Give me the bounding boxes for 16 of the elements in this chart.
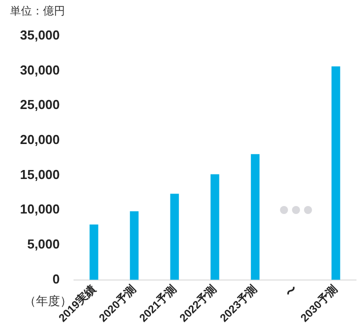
x-tick-label: 〜 bbox=[284, 283, 300, 300]
y-axis-title: 単位：億円 bbox=[10, 4, 65, 18]
bar bbox=[250, 154, 260, 280]
y-tick-label: 10,000 bbox=[20, 202, 60, 217]
y-tick-label: 0 bbox=[52, 271, 60, 286]
y-tick-label: 20,000 bbox=[20, 132, 60, 148]
y-tick-label: 15,000 bbox=[20, 166, 60, 182]
y-tick-label: 35,000 bbox=[20, 28, 60, 43]
bar bbox=[210, 174, 220, 280]
bar bbox=[170, 194, 179, 280]
y-tick-label: 25,000 bbox=[20, 97, 60, 112]
bar bbox=[130, 211, 139, 280]
bar bbox=[332, 66, 340, 280]
y-tick-label: 5,000 bbox=[27, 236, 60, 252]
y-tick-label: 30,000 bbox=[20, 62, 60, 78]
bar bbox=[90, 224, 98, 280]
